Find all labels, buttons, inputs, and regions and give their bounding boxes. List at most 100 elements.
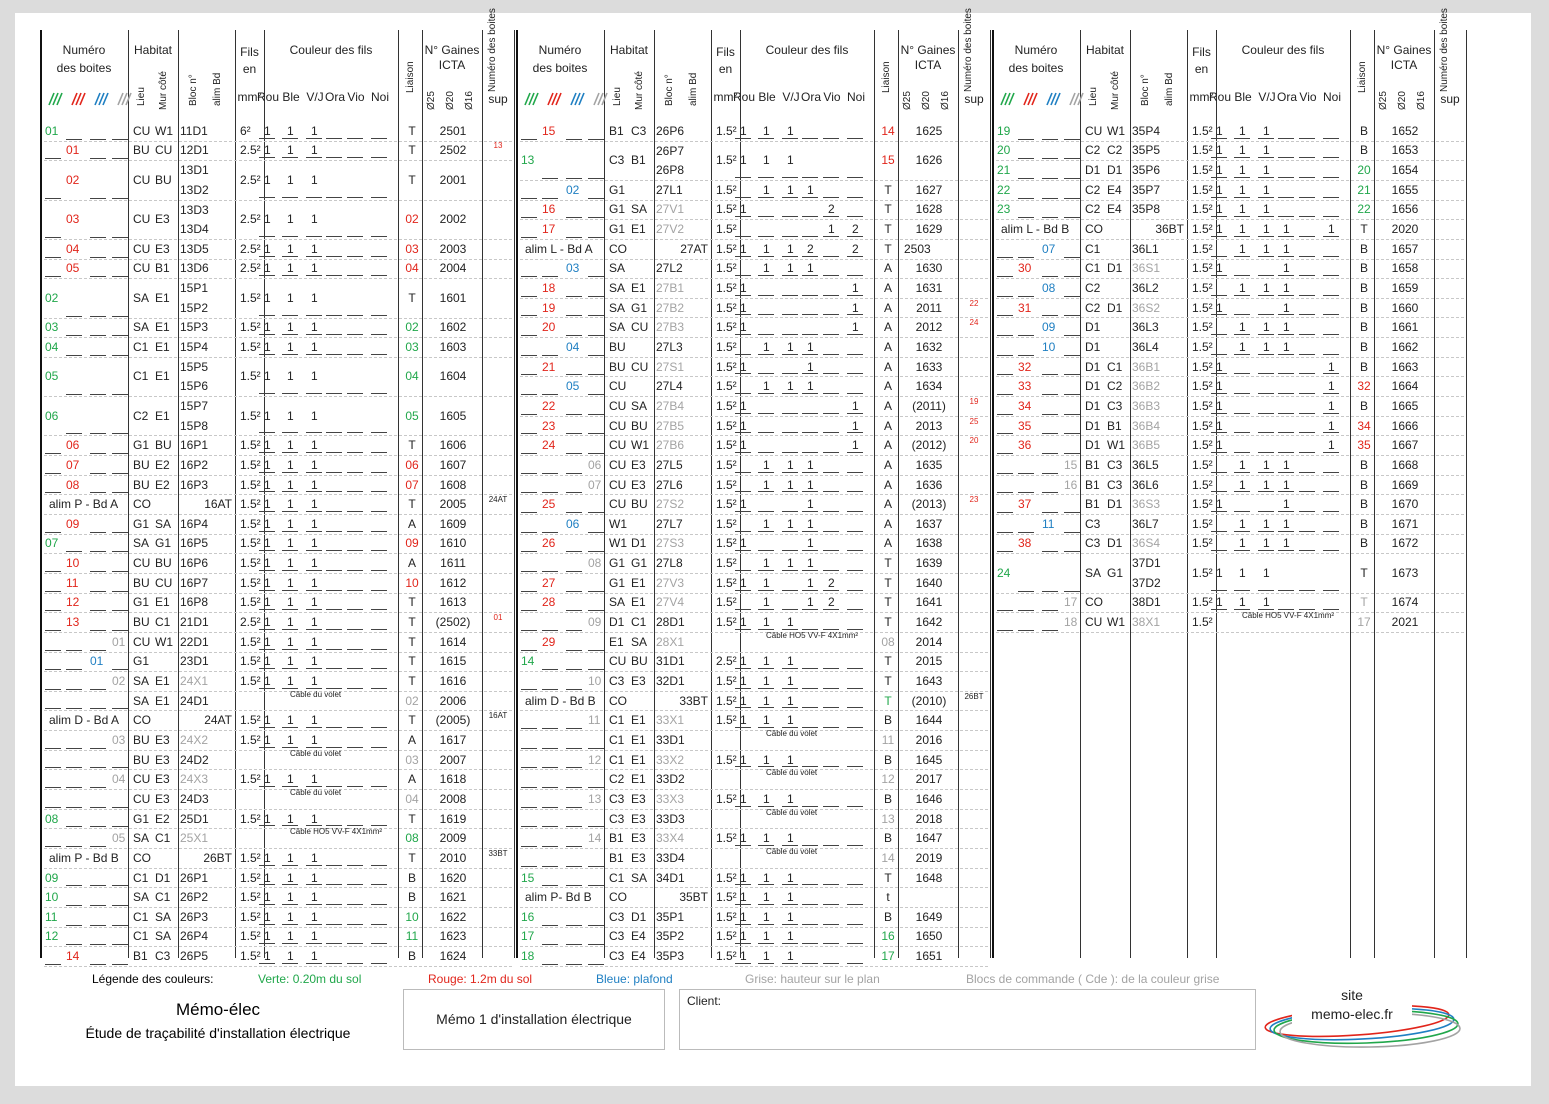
wire-count: 1 bbox=[264, 457, 271, 472]
wire-count: 1 bbox=[264, 369, 271, 384]
blank-underline bbox=[566, 139, 582, 140]
wire-count: 1 bbox=[1216, 398, 1223, 413]
gaine-no: 2004 bbox=[439, 261, 467, 276]
wire-underline bbox=[823, 943, 839, 944]
wire-underline bbox=[1234, 373, 1250, 374]
blank-underline bbox=[566, 846, 582, 847]
liaison: T bbox=[408, 438, 416, 453]
wire-underline bbox=[282, 432, 298, 433]
blank-underline bbox=[112, 807, 128, 808]
blank-underline bbox=[45, 846, 61, 847]
gaine-no: 1649 bbox=[915, 909, 943, 924]
lieu: BU bbox=[133, 477, 150, 492]
liaison: T bbox=[884, 575, 892, 590]
wire-underline bbox=[1258, 393, 1274, 394]
wire-underline bbox=[306, 256, 322, 257]
blank-underline bbox=[45, 630, 61, 631]
blank-underline bbox=[112, 551, 128, 552]
gaine-no: 1622 bbox=[439, 909, 467, 924]
blank-underline bbox=[1042, 591, 1058, 592]
wire-count: 1 bbox=[1216, 565, 1223, 580]
wire-underline bbox=[347, 924, 363, 925]
liaison: B bbox=[1359, 143, 1368, 158]
header-alim-bd: alim Bd bbox=[688, 72, 699, 106]
row-separator bbox=[996, 435, 1464, 436]
gaine-no: 1653 bbox=[1391, 143, 1419, 158]
wire-underline bbox=[282, 688, 298, 689]
blank-underline bbox=[588, 433, 604, 434]
blank-underline bbox=[112, 433, 128, 434]
bloc-no: 27L6 bbox=[656, 477, 683, 492]
gaine-no: 1623 bbox=[439, 929, 467, 944]
blank-underline bbox=[1042, 315, 1058, 316]
wire-underline bbox=[847, 766, 863, 767]
wire-underline bbox=[347, 884, 363, 885]
lieu: C1 bbox=[133, 339, 149, 354]
wire-count: 1 bbox=[1239, 339, 1246, 354]
blank-underline bbox=[521, 571, 537, 572]
wire-underline bbox=[735, 590, 751, 591]
grey-stripes-icon bbox=[117, 92, 132, 106]
mur-cote: E3 bbox=[155, 732, 170, 747]
wire-underline bbox=[306, 590, 322, 591]
wire-count: 1 bbox=[1263, 202, 1270, 217]
blank-underline bbox=[1042, 394, 1058, 395]
wire-underline bbox=[735, 727, 751, 728]
lieu: D1 bbox=[1085, 379, 1101, 394]
lieu: B1 bbox=[1085, 497, 1100, 512]
wire-count: 1 bbox=[740, 320, 747, 335]
wire-count: 1 bbox=[1216, 261, 1223, 276]
wire-count: 1 bbox=[787, 909, 794, 924]
wire-underline bbox=[735, 256, 751, 257]
wire-underline bbox=[306, 747, 322, 748]
alim-label: alim P - Bd A bbox=[49, 497, 119, 512]
bloc-no: 28D1 bbox=[656, 615, 685, 630]
wire-underline bbox=[758, 707, 774, 708]
wire-count: 1 bbox=[763, 153, 770, 168]
cable-note: Câble HO5 VV-F 4X1mm² bbox=[290, 827, 383, 837]
client-box[interactable]: Client: bbox=[679, 989, 1256, 1050]
wire-underline bbox=[1211, 236, 1227, 237]
box-number: 01 bbox=[66, 143, 80, 158]
lieu: SA bbox=[133, 674, 150, 689]
wire-count: 1 bbox=[807, 556, 814, 571]
wire-underline bbox=[1278, 393, 1294, 394]
liaison: B bbox=[1359, 261, 1368, 276]
blank-underline bbox=[1064, 591, 1080, 592]
wire-underline bbox=[326, 531, 342, 532]
fils-section: 1.5² bbox=[1192, 595, 1213, 610]
gaine-no: 1639 bbox=[915, 556, 943, 571]
blank-underline bbox=[997, 335, 1013, 336]
wire-underline bbox=[1299, 157, 1315, 158]
blank-underline bbox=[1018, 178, 1034, 179]
memo-title-box: Mémo 1 d'installation électrique bbox=[403, 989, 665, 1050]
bloc-no: 21D1 bbox=[180, 615, 209, 630]
gaine-no: 1616 bbox=[439, 674, 467, 689]
wire-underline bbox=[1234, 314, 1250, 315]
fils-section: 1.5² bbox=[716, 398, 737, 413]
sup-box: 33BT bbox=[488, 848, 508, 858]
row-separator bbox=[996, 612, 1464, 613]
row-separator bbox=[996, 553, 1464, 554]
fils-section: 1.5² bbox=[716, 752, 737, 767]
site-logo[interactable]: site memo-elec.fr bbox=[1262, 984, 1462, 1054]
gaine-no: 1632 bbox=[915, 339, 943, 354]
wire-underline bbox=[782, 256, 798, 257]
wire-underline bbox=[1211, 452, 1227, 453]
wire-underline bbox=[802, 963, 818, 964]
wire-underline bbox=[1258, 550, 1274, 551]
wire-underline bbox=[371, 786, 387, 787]
wire-count: 1 bbox=[740, 791, 747, 806]
wire-count: 1 bbox=[787, 153, 794, 168]
liaison: A bbox=[407, 732, 416, 747]
mur-cote: CU bbox=[631, 359, 649, 374]
row-separator bbox=[520, 553, 988, 554]
wire-count: 1 bbox=[1328, 379, 1335, 394]
bloc-no: 35P6 bbox=[1132, 163, 1161, 178]
blank-underline bbox=[90, 925, 106, 926]
liaison: T bbox=[884, 202, 892, 217]
header-gaines: N° Gaines bbox=[900, 43, 956, 57]
wire-underline bbox=[802, 393, 818, 394]
liaison: B bbox=[1359, 477, 1368, 492]
wire-underline bbox=[847, 138, 863, 139]
